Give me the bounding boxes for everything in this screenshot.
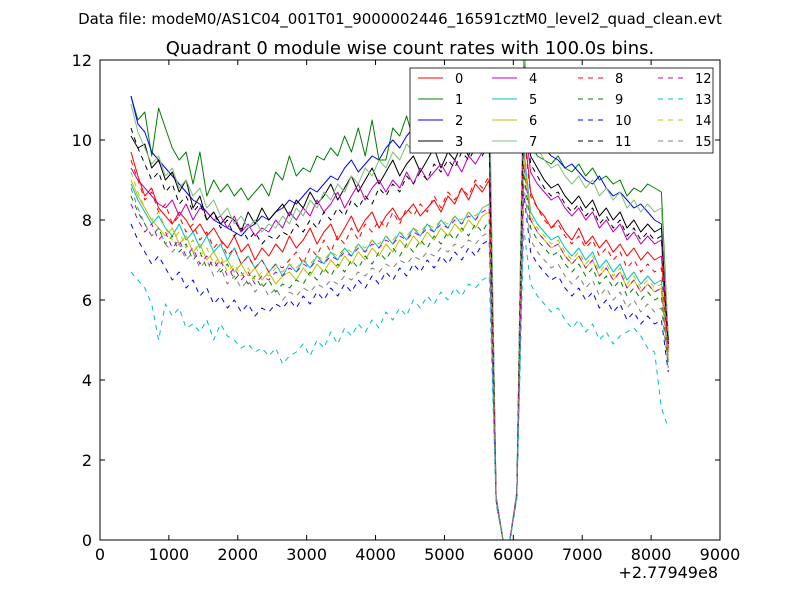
legend-label-13: 13 (695, 93, 712, 108)
series-layer (130, 60, 669, 540)
y-tick-label: 8 (82, 211, 92, 230)
series-line-10 (130, 191, 669, 540)
legend-label-1: 1 (455, 93, 463, 108)
x-tick-label: 4000 (355, 545, 396, 564)
series-line-9 (130, 171, 669, 540)
series-line-7 (130, 60, 669, 540)
legend-label-6: 6 (529, 114, 537, 129)
y-tick-label: 12 (72, 51, 92, 70)
legend-label-7: 7 (529, 135, 537, 150)
x-offset-label: +2.77949e8 (618, 563, 718, 582)
legend-label-0: 0 (455, 72, 463, 87)
x-tick-label: 0 (95, 545, 105, 564)
series-line-14 (130, 155, 669, 540)
series-line-6 (130, 159, 669, 540)
chart-title: Quadrant 0 module wise count rates with … (166, 38, 655, 59)
y-tick-label: 0 (82, 531, 92, 550)
legend-label-9: 9 (615, 93, 623, 108)
y-tick-label: 10 (72, 131, 92, 150)
x-tick-label: 7000 (562, 545, 603, 564)
legend-label-11: 11 (615, 135, 632, 150)
series-line-15 (130, 183, 669, 540)
legend-label-4: 4 (529, 72, 537, 87)
x-axis: 0 1000 2000 3000 4000 5000 6000 7000 8000 9000 (95, 60, 740, 564)
y-tick-label: 4 (82, 371, 92, 390)
series-line-1 (130, 60, 669, 540)
x-tick-label: 8000 (631, 545, 672, 564)
series-line-11 (130, 91, 669, 540)
y-tick-label: 6 (82, 291, 92, 310)
x-tick-label: 5000 (424, 545, 465, 564)
legend-label-5: 5 (529, 93, 537, 108)
legend-label-3: 3 (455, 135, 463, 150)
legend-box (409, 67, 714, 154)
x-tick-label: 2000 (217, 545, 258, 564)
series-line-12 (130, 163, 669, 540)
x-tick-label: 6000 (493, 545, 534, 564)
x-tick-label: 9000 (700, 545, 741, 564)
series-line-8 (130, 131, 669, 540)
legend-label-14: 14 (695, 114, 712, 129)
legend-label-10: 10 (615, 114, 632, 129)
x-tick-label: 3000 (286, 545, 327, 564)
legend-label-8: 8 (615, 72, 623, 87)
legend-label-15: 15 (695, 135, 712, 150)
legend-label-2: 2 (455, 114, 463, 129)
chart-suptitle: Data file: modeM0/AS1C04_001T01_90000024… (78, 10, 722, 29)
x-tick-label: 1000 (149, 545, 190, 564)
legend-label-12: 12 (695, 72, 712, 87)
y-tick-label: 2 (82, 451, 92, 470)
series-line-3 (130, 103, 669, 540)
